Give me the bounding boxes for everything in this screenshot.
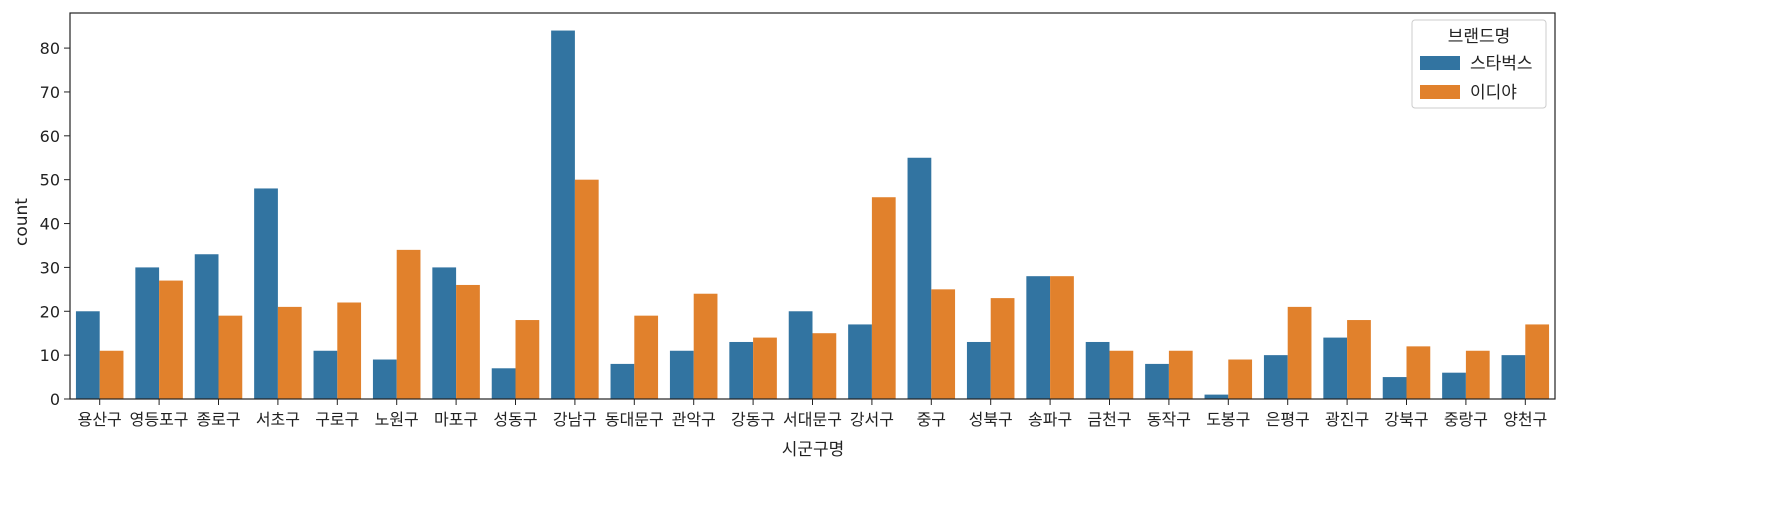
x-tick-label: 중랑구 (1444, 410, 1488, 429)
x-tick-label: 서초구 (256, 410, 300, 429)
x-tick-label: 금천구 (1087, 410, 1131, 429)
legend-title: 브랜드명 (1448, 27, 1511, 47)
x-axis-label: 시군구명 (782, 440, 845, 460)
x-tick-label: 강남구 (553, 410, 597, 429)
bar-ediya-23 (1465, 350, 1490, 399)
y-tick-label: 70 (40, 83, 60, 102)
legend-swatch-ediya (1420, 85, 1460, 99)
y-tick-label: 10 (40, 346, 60, 365)
y-tick-label: 50 (40, 171, 60, 190)
x-tick-label: 구로구 (315, 410, 359, 429)
x-tick-label: 강북구 (1384, 410, 1428, 429)
bar-ediya-12 (812, 333, 837, 399)
bar-ediya-0 (99, 350, 124, 399)
x-tick-label: 은평구 (1266, 410, 1310, 429)
y-tick-label: 80 (40, 39, 60, 58)
bar-starbucks-12 (788, 311, 813, 399)
bar-starbucks-16 (1026, 276, 1051, 399)
x-tick-label: 양천구 (1503, 410, 1547, 429)
x-tick-label: 마포구 (434, 410, 478, 429)
bar-starbucks-8 (551, 30, 575, 400)
bar-starbucks-2 (194, 254, 219, 399)
bar-starbucks-19 (1204, 394, 1229, 399)
x-tick-label: 송파구 (1028, 410, 1072, 429)
x-tick-label: 중구 (917, 410, 946, 429)
y-tick-label: 20 (40, 302, 60, 321)
bar-ediya-17 (1109, 350, 1134, 399)
bar-ediya-24 (1525, 324, 1550, 399)
x-tick-label: 강동구 (731, 410, 775, 429)
bar-ediya-19 (1228, 359, 1253, 399)
x-tick-label: 강서구 (850, 410, 894, 429)
bar-ediya-15 (990, 298, 1015, 399)
bar-ediya-18 (1168, 350, 1193, 399)
bar-ediya-9 (634, 315, 659, 399)
bar-ediya-5 (396, 249, 421, 399)
bar-starbucks-21 (1323, 337, 1348, 399)
bar-ediya-2 (218, 315, 243, 399)
bar-ediya-7 (515, 320, 540, 399)
legend: 브랜드명 스타벅스 이디야 (1411, 19, 1547, 109)
bar-starbucks-13 (848, 324, 872, 399)
bar-starbucks-18 (1145, 363, 1169, 399)
bar-ediya-6 (456, 284, 480, 399)
bar-ediya-1 (159, 280, 183, 399)
x-tick-label: 광진구 (1325, 410, 1369, 429)
x-tick-label: 노원구 (375, 410, 419, 429)
bar-ediya-10 (693, 293, 718, 399)
x-tick-label: 영등포구 (130, 410, 189, 429)
bar-starbucks-6 (432, 267, 457, 399)
x-tick-label: 종로구 (196, 410, 240, 429)
bar-ediya-16 (1050, 276, 1074, 399)
y-tick-label: 60 (40, 127, 60, 146)
bar-starbucks-23 (1442, 372, 1466, 399)
bar-starbucks-14 (907, 157, 932, 399)
bar-ediya-14 (931, 289, 956, 399)
x-tick-label: 관악구 (672, 410, 716, 429)
x-tick-label: 성동구 (493, 410, 537, 429)
x-tick-label: 동대문구 (605, 410, 664, 429)
bar-starbucks-22 (1382, 377, 1407, 399)
x-tick-label: 서대문구 (783, 410, 842, 429)
bar-ediya-21 (1347, 320, 1371, 399)
bar-ediya-3 (277, 306, 302, 399)
x-tick-label: 동작구 (1147, 410, 1191, 429)
bar-starbucks-3 (254, 188, 278, 399)
bar-starbucks-0 (75, 311, 100, 399)
bar-ediya-8 (574, 179, 599, 399)
bar-starbucks-5 (372, 359, 397, 399)
legend-label-ediya: 이디야 (1470, 83, 1517, 103)
bar-ediya-11 (753, 337, 777, 399)
y-tick-label: 40 (40, 215, 60, 234)
bar-starbucks-17 (1085, 341, 1110, 399)
x-tick-label: 용산구 (78, 410, 122, 429)
bar-starbucks-9 (610, 363, 635, 399)
bar-ediya-4 (337, 302, 362, 399)
bar-starbucks-1 (135, 267, 160, 399)
bar-starbucks-15 (966, 341, 991, 399)
bar-ediya-22 (1406, 346, 1431, 399)
axes-layer: 0 10 20 30 40 50 60 70 80 용산구 영등포구 종로구 서초구 구로구 노원구 마포구 성… (40, 12, 1556, 429)
bar-ediya-13 (871, 197, 896, 399)
y-axis-label: count (12, 198, 32, 246)
y-tick-label: 30 (40, 258, 60, 277)
bar-ediya-20 (1287, 306, 1312, 399)
bar-starbucks-10 (669, 350, 694, 399)
bar-starbucks-7 (491, 368, 516, 399)
bar-starbucks-4 (313, 350, 338, 399)
bar-starbucks-20 (1263, 355, 1288, 399)
x-tick-label: 성북구 (969, 410, 1013, 429)
x-tick-label: 도봉구 (1206, 410, 1250, 429)
y-tick-label: 0 (50, 390, 60, 409)
legend-label-starbucks: 스타벅스 (1470, 54, 1533, 74)
bar-starbucks-24 (1501, 355, 1526, 399)
bars-layer (75, 30, 1550, 400)
bar-starbucks-11 (729, 341, 754, 399)
legend-swatch-starbucks (1420, 56, 1460, 70)
